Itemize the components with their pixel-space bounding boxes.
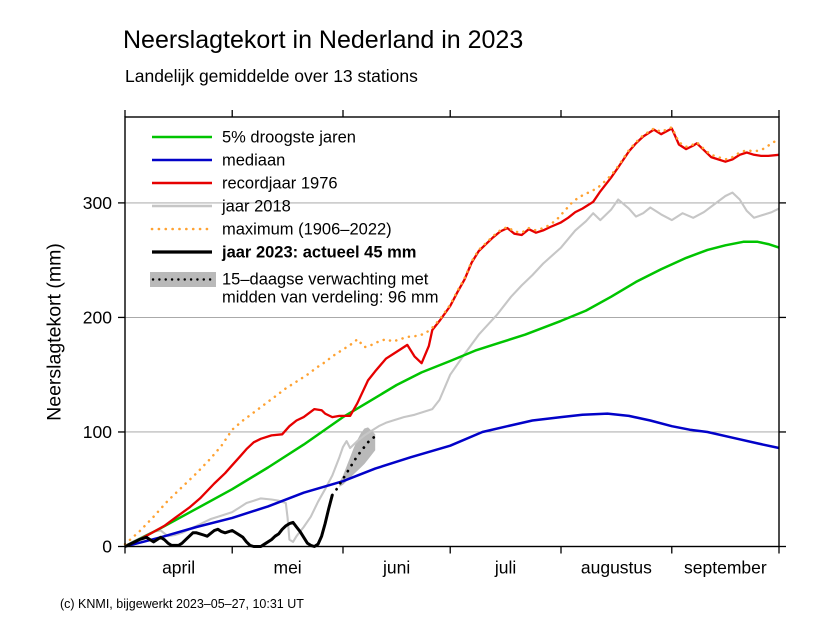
x-tick-label-juni: juni bbox=[382, 558, 410, 578]
legend-label-forecast-line1: 15–daagse verwachting met bbox=[222, 271, 429, 289]
series-recordjaar-1976 bbox=[124, 127, 780, 548]
y-axis-label: Neerslagtekort (mm) bbox=[43, 243, 66, 421]
legend-label-recordjaar-1976: recordjaar 1976 bbox=[222, 175, 338, 193]
series-mediaan bbox=[124, 412, 780, 548]
copyright-footer: (c) KNMI, bijgewerkt 2023–05–27, 10:31 U… bbox=[60, 597, 304, 611]
x-tick-label-augustus: augustus bbox=[581, 558, 652, 578]
x-tick-label-april: april bbox=[162, 558, 195, 578]
x-tick-label-september: september bbox=[684, 558, 767, 578]
chart-title: Neerslagtekort in Nederland in 2023 bbox=[123, 26, 524, 54]
y-tick-label-300: 300 bbox=[83, 193, 112, 213]
y-tick-label-100: 100 bbox=[83, 422, 112, 442]
series-jaar-2018 bbox=[124, 191, 780, 548]
series-droogste-5pct bbox=[124, 240, 780, 548]
y-tick-label-0: 0 bbox=[102, 537, 112, 557]
series-jaar-2023 bbox=[124, 494, 334, 548]
legend-swatch-forecast-band bbox=[150, 272, 216, 287]
legend-label-forecast-line2: midden van verdeling: 96 mm bbox=[222, 289, 438, 307]
legend: 5% droogste jaren mediaan recordjaar 1976 j… bbox=[150, 129, 438, 307]
series-verwachting-15-daagse bbox=[330, 435, 377, 497]
y-tick-label-200: 200 bbox=[83, 307, 112, 327]
series-maximum-1906-2022 bbox=[123, 126, 781, 546]
x-tick-label-mei: mei bbox=[274, 558, 302, 578]
legend-label-maximum-1906-2022: maximum (1906–2022) bbox=[222, 221, 392, 239]
chart-subtitle: Landelijk gemiddelde over 13 stations bbox=[125, 66, 418, 86]
legend-label-droogste-5pct: 5% droogste jaren bbox=[222, 129, 356, 147]
plot-border bbox=[124, 116, 780, 548]
legend-label-mediaan: mediaan bbox=[222, 152, 285, 170]
legend-label-jaar-2023: jaar 2023: actueel 45 mm bbox=[221, 244, 416, 262]
legend-label-jaar-2018: jaar 2018 bbox=[221, 198, 291, 216]
x-tick-label-juli: juli bbox=[494, 558, 516, 578]
